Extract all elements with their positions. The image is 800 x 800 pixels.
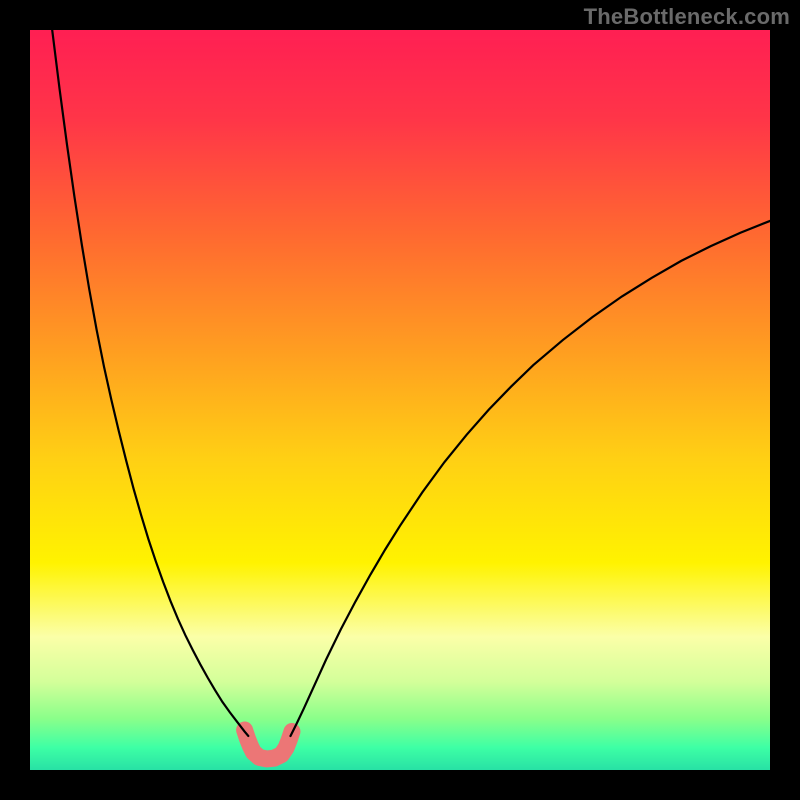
chart-frame: TheBottleneck.com [0,0,800,800]
chart-svg [0,0,800,800]
watermark-text: TheBottleneck.com [584,4,790,30]
gradient-background [30,30,770,770]
